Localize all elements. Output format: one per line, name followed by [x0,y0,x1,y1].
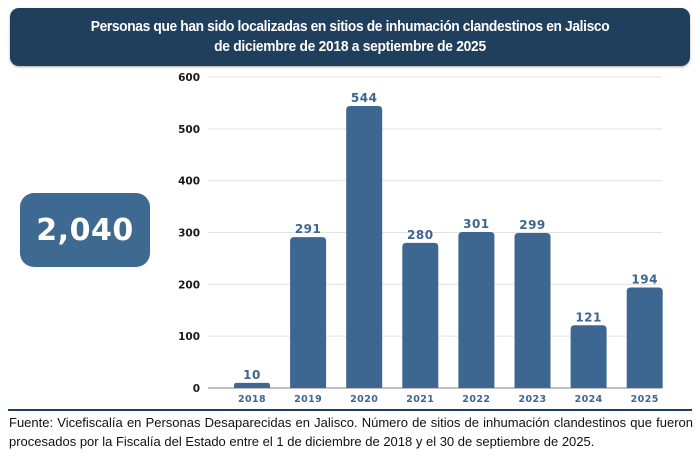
value-labels: 10 291 544 280 301 299 121 194 [243,91,658,382]
value-label: 299 [519,218,546,232]
value-label: 121 [575,310,602,324]
bar-2019 [290,237,327,388]
bar-2018 [234,382,270,388]
chart-title-line1: Personas que han sido localizadas en sit… [90,18,610,35]
value-label: 194 [631,272,658,286]
value-label: 280 [407,228,434,242]
value-label: 301 [463,217,490,231]
value-label: 291 [295,222,322,236]
x-tick-label: 2019 [294,394,322,405]
bar-2022 [458,231,495,388]
x-tick-label: 2025 [631,394,659,405]
y-tick-label: 0 [193,383,200,395]
x-tick-label: 2022 [462,394,490,405]
y-tick-label: 400 [178,176,200,188]
value-label: 544 [351,91,378,105]
bar-2020 [346,106,383,388]
y-tick-label: 600 [178,72,200,84]
y-tick-label: 300 [178,228,200,240]
value-label: 10 [243,368,261,382]
bar-2024 [570,325,607,388]
y-axis-ticks: 0 100 200 300 400 500 600 [178,72,200,395]
x-tick-label: 2020 [350,394,378,405]
x-tick-label: 2021 [406,394,434,405]
bar-2025 [626,287,663,388]
chart-title-line2: de diciembre de 2018 a septiembre de 202… [214,38,486,55]
x-axis-labels: 2018 2019 2020 2021 2022 2023 2024 2025 [238,394,659,405]
bars [234,106,663,388]
bar-2023 [514,233,551,388]
source-note: Fuente: Vicefiscalía en Personas Desapar… [9,415,693,449]
y-tick-label: 200 [178,279,200,291]
chart-title-banner: Personas que han sido localizadas en sit… [10,8,690,66]
x-tick-label: 2024 [575,394,603,405]
footer-divider [8,409,692,411]
y-tick-label: 100 [178,331,200,343]
bar-2021 [402,242,439,388]
x-tick-label: 2023 [518,394,546,405]
y-tick-label: 500 [178,124,200,136]
total-count-badge: 2,040 [20,193,150,267]
x-tick-label: 2018 [238,394,266,405]
